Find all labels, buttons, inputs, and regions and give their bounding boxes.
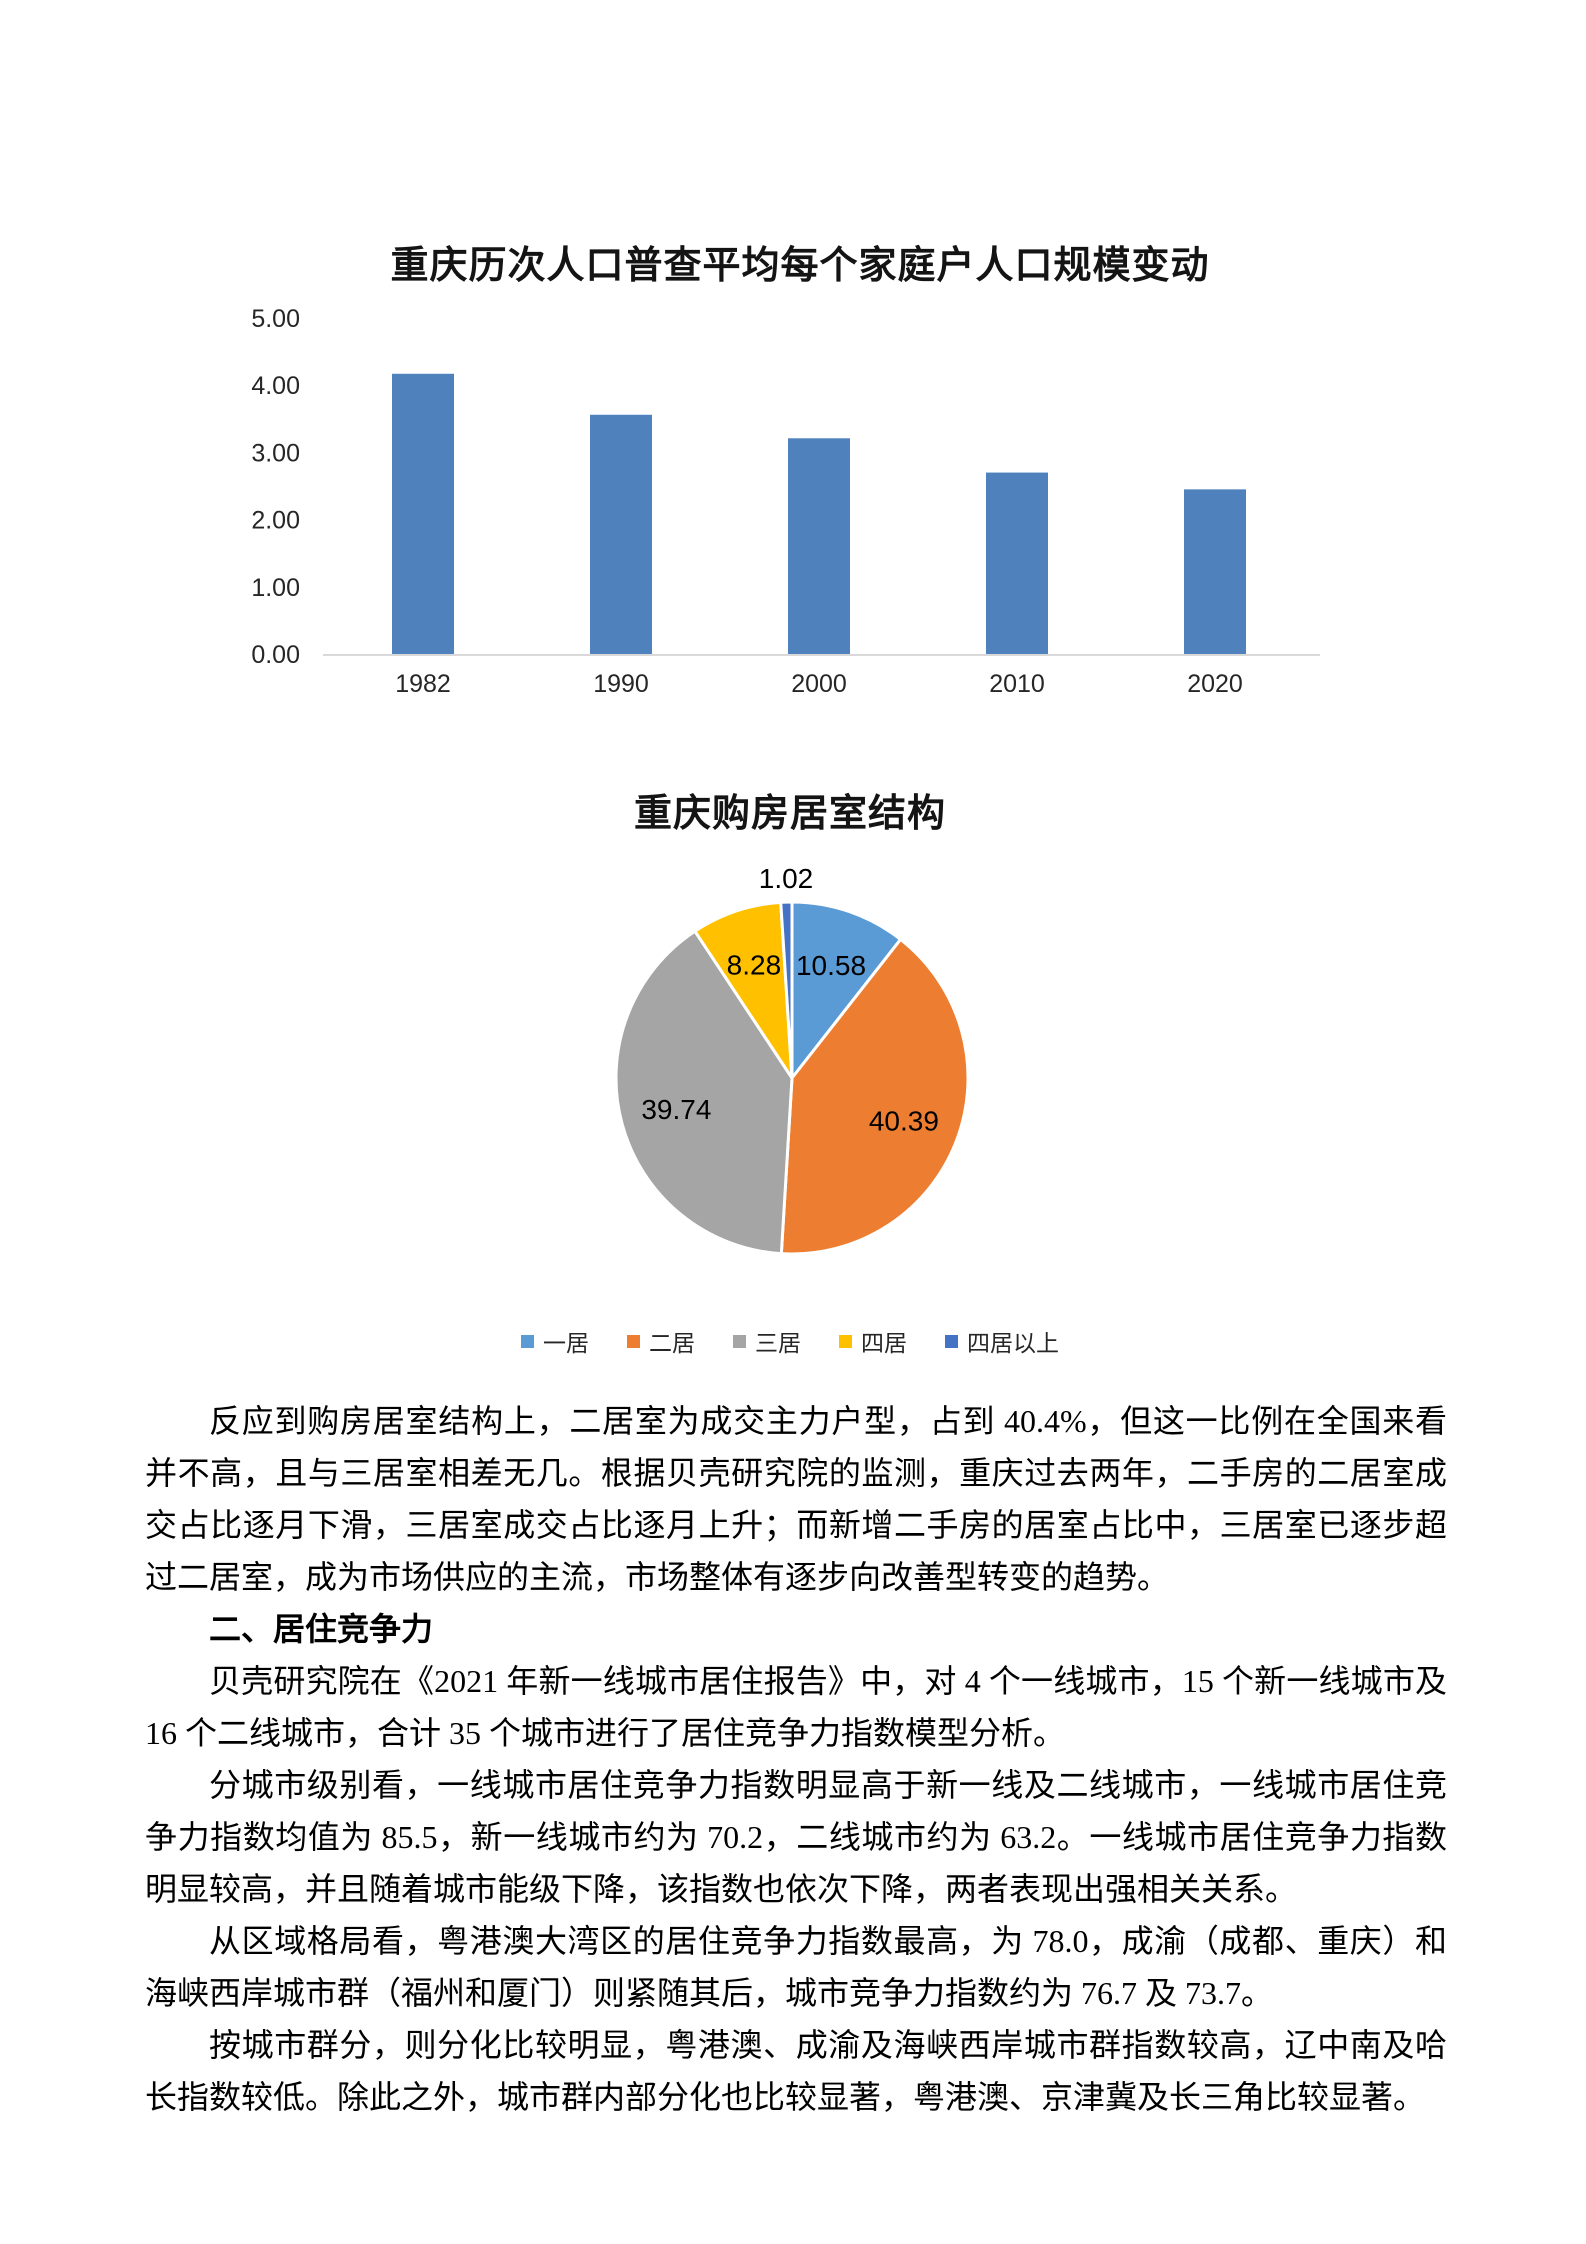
y-axis-tick-label: 0.00 (251, 641, 300, 669)
pie-slice-二居 (779, 937, 970, 1256)
legend-item-三居: 三居 (733, 1324, 801, 1358)
pie-data-label: 1.02 (759, 863, 814, 894)
y-axis-tick-label: 5.00 (251, 305, 300, 333)
legend-item-四居以上: 四居以上 (945, 1324, 1059, 1358)
x-axis-tick-label: 1982 (395, 670, 451, 698)
y-axis-tick-label: 3.00 (251, 439, 300, 467)
bar-2020 (1184, 489, 1246, 654)
pie-data-label: 8.28 (727, 950, 782, 981)
bar-1990 (590, 414, 652, 654)
pie-data-label: 10.58 (796, 950, 866, 981)
pie-chart-title: 重庆购房居室结构 (633, 793, 946, 835)
bar-2000 (788, 438, 850, 654)
y-axis-tick-label: 4.00 (251, 372, 300, 400)
pie-chart-plot: 10.58 40.39 39.74 8.28 1.02 (614, 863, 970, 1256)
legend-item-label: 一居 (543, 1330, 589, 1356)
paragraph-city-tier-index: 分城市级别看，一线城市居住竞争力指数明显高于新一线及二线城市，一线城市居住竞争力… (145, 1767, 1447, 1907)
pie-slice-四居以上 (779, 900, 794, 1080)
legend-item-一居: 一居 (521, 1324, 589, 1358)
x-axis-tick-label: 2020 (1187, 670, 1243, 698)
x-axis-tick-label: 2000 (791, 670, 847, 698)
legend-item-四居: 四居 (839, 1324, 907, 1358)
legend-color-swatch (945, 1334, 958, 1348)
x-axis-tick-label: 1990 (593, 670, 649, 698)
legend-color-swatch (521, 1334, 534, 1348)
legend-color-swatch (733, 1334, 746, 1348)
section-heading-residential-competitiveness: 二、居住竞争力 (209, 1611, 434, 1647)
paragraph-report-intro: 贝壳研究院在《2021 年新一线城市居住报告》中，对 4 个一线城市，15 个新… (145, 1663, 1447, 1751)
pie-data-label: 39.74 (641, 1094, 711, 1125)
pie-chart-legend: 一居 二居 三居 四居 四居以上 (160, 1324, 1420, 1358)
y-axis-tick-label: 2.00 (251, 507, 300, 535)
pie-data-label: 40.39 (869, 1106, 939, 1137)
bar-2010 (986, 472, 1048, 654)
pie-slice-四居 (693, 900, 794, 1080)
legend-color-swatch (839, 1334, 852, 1348)
legend-item-label: 四居以上 (967, 1330, 1059, 1356)
paragraph-city-cluster: 按城市群分，则分化比较明显，粤港澳、成渝及海峡西岸城市群指数较高，辽中南及哈长指… (145, 2027, 1447, 2115)
bar-1982 (392, 373, 454, 654)
legend-item-label: 四居 (861, 1330, 907, 1356)
x-axis-tick-label: 2010 (989, 670, 1045, 698)
legend-item-label: 三居 (755, 1330, 801, 1356)
pie-slice-一居 (790, 900, 903, 1080)
legend-color-swatch (627, 1334, 640, 1348)
y-axis-tick-label: 1.00 (251, 574, 300, 602)
bar-chart-title: 重庆历次人口普查平均每个家庭户人口规模变动 (390, 245, 1210, 287)
body-text: 反应到购房居室结构上，二居室为成交主力户型，占到 40.4%，但这一比例在全国来… (145, 1395, 1447, 2123)
legend-item-label: 二居 (649, 1330, 695, 1356)
bar-chart-plot: 5.00 4.00 3.00 2.00 1.00 0.00 1982 1990 2000 2010… (251, 305, 1320, 698)
paragraph-regional-pattern: 从区域格局看，粤港澳大湾区的居住竞争力指数最高，为 78.0，成渝（成都、重庆）… (145, 1923, 1447, 2011)
paragraph-room-structure: 反应到购房居室结构上，二居室为成交主力户型，占到 40.4%，但这一比例在全国来… (145, 1403, 1447, 1595)
legend-item-二居: 二居 (627, 1324, 695, 1358)
